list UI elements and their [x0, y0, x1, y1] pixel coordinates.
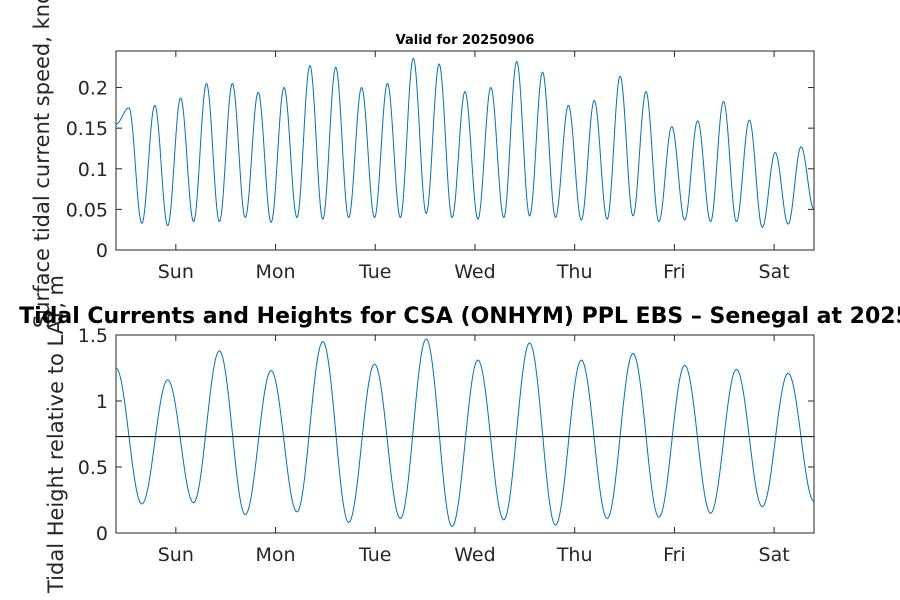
- y-tick-label: 1.5: [78, 325, 108, 347]
- height-y-axis-label: Tidal Height relative to LAT, m: [44, 275, 68, 594]
- y-tick-label: 0.1: [78, 159, 108, 181]
- x-tick-label: Sun: [158, 261, 194, 283]
- x-tick-label: Mon: [256, 261, 296, 283]
- current-speed-line: [115, 57, 815, 228]
- main-chart-title: Tidal Currents and Heights for CSA (ONHY…: [19, 304, 900, 329]
- tidal-height-line: [115, 338, 815, 527]
- y-tick-label: 0: [96, 523, 108, 545]
- current-plot-axes-box: [115, 50, 815, 251]
- y-tick-label: 0: [96, 240, 108, 262]
- x-tick-label: Tue: [358, 544, 391, 566]
- x-tick-label: Wed: [454, 544, 495, 566]
- x-tick-label: Fri: [663, 544, 686, 566]
- current-speed-plot: Valid for 20250906 0 0.05 0.1 0.15 0.2 Sun Mo…: [30, 0, 815, 328]
- height-plot-axes-box: [115, 334, 815, 534]
- y-tick-label: 0.05: [66, 199, 108, 221]
- y-tick-label: 0.2: [78, 78, 108, 100]
- height-x-ticks: Sun Mon Tue Wed Thu Fri Sat: [158, 335, 790, 566]
- x-tick-label: Sat: [759, 261, 790, 283]
- x-tick-label: Tue: [358, 261, 391, 283]
- current-plot-title: Valid for 20250906: [396, 33, 535, 48]
- x-tick-label: Thu: [556, 261, 593, 283]
- x-tick-label: Mon: [256, 544, 296, 566]
- x-tick-label: Wed: [454, 261, 495, 283]
- y-tick-label: 0.15: [66, 118, 108, 140]
- y-tick-label: 1: [96, 391, 108, 413]
- x-tick-label: Sat: [759, 544, 790, 566]
- height-y-ticks: 0 0.5 1 1.5: [78, 325, 814, 545]
- current-x-ticks: Sun Mon Tue Wed Thu Fri Sat: [158, 51, 790, 283]
- y-tick-label: 0.5: [78, 457, 108, 479]
- tidal-height-plot: 0 0.5 1 1.5 Sun Mon Tue Wed Thu Fri Sat Tidal Hei…: [44, 275, 815, 594]
- x-tick-label: Fri: [663, 261, 686, 283]
- x-tick-label: Sun: [158, 544, 194, 566]
- x-tick-label: Thu: [556, 544, 593, 566]
- current-y-ticks: 0 0.05 0.1 0.15 0.2: [66, 78, 814, 262]
- current-y-axis-label: Surface tidal current speed, knots: [30, 0, 54, 328]
